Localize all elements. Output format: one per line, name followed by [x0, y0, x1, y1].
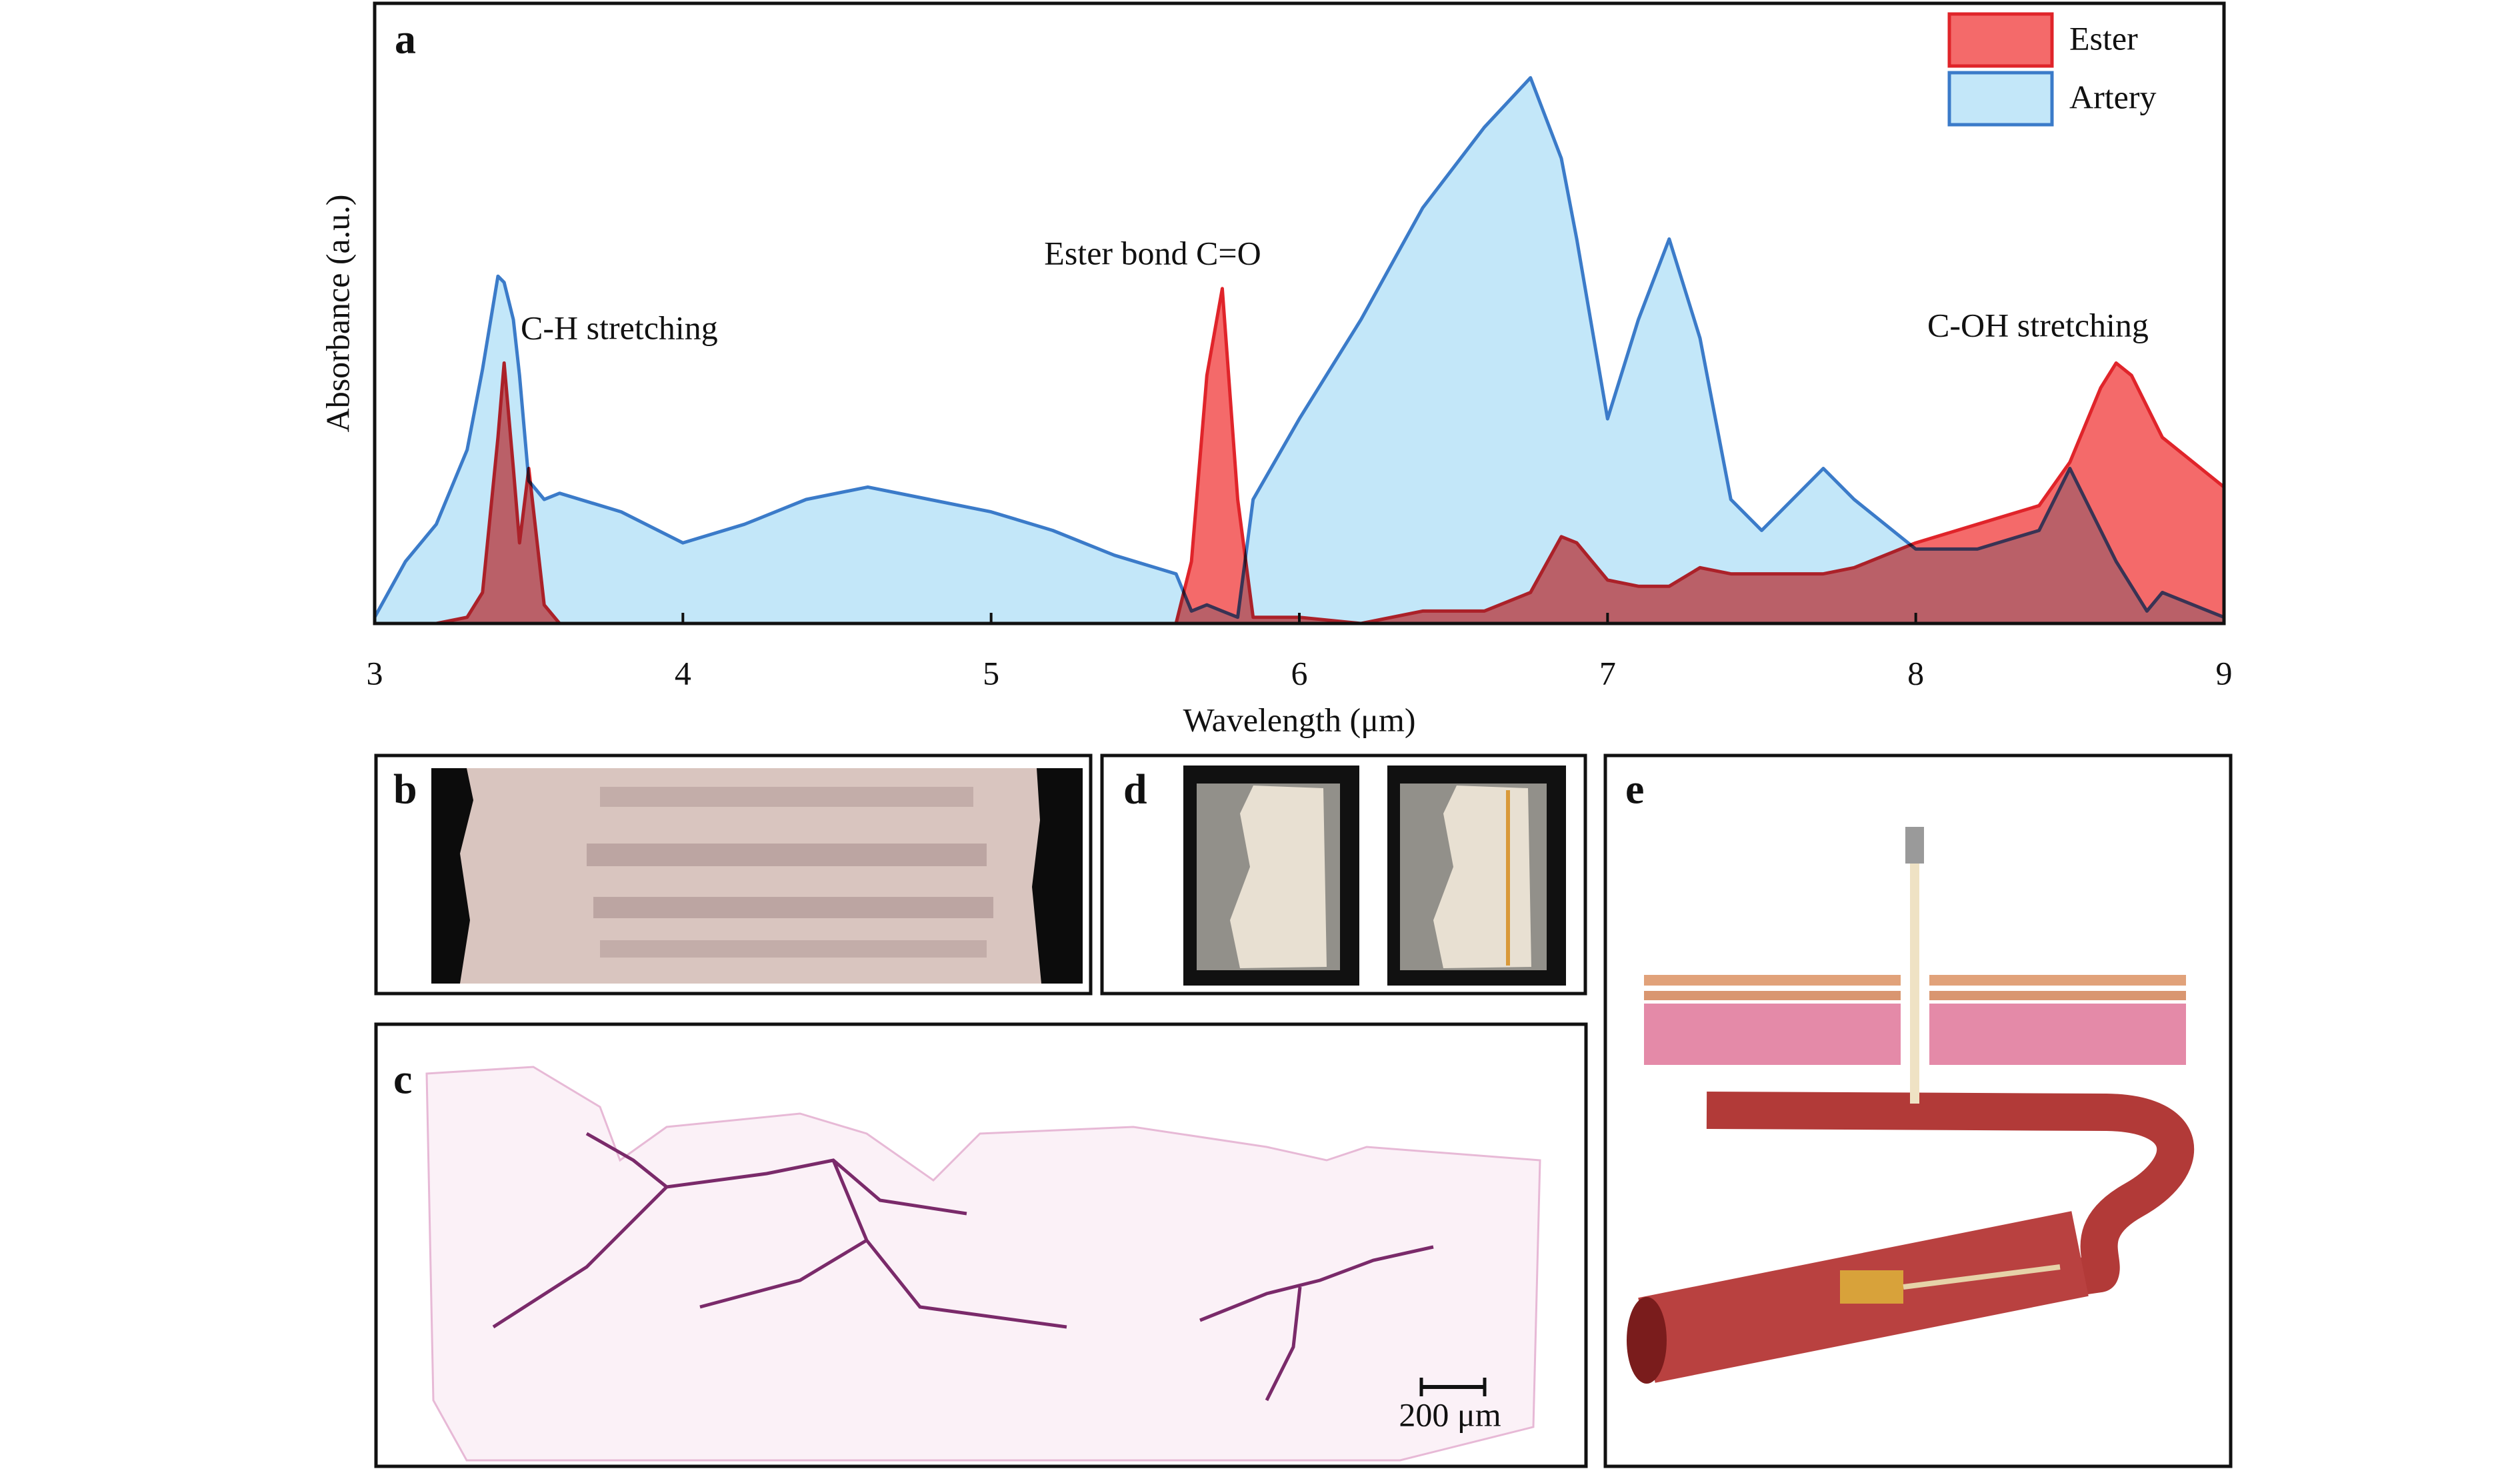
x-tick-label: 3 — [367, 654, 383, 691]
annotation: C-H stretching — [521, 309, 718, 346]
legend-label: Artery — [2069, 78, 2157, 115]
area-series — [373, 76, 2226, 625]
annotation: C-OH stretching — [1927, 306, 2149, 343]
band — [587, 844, 987, 866]
tissue — [460, 768, 1041, 984]
legend-label: Ester — [2069, 19, 2138, 57]
x-tick-label: 7 — [1599, 654, 1616, 691]
panel-d: d — [1100, 754, 1587, 996]
skin-layer — [1644, 991, 1901, 1000]
connector — [1905, 827, 1924, 864]
band — [600, 940, 987, 958]
x-axis-label: Wavelength (μm) — [1183, 701, 1415, 738]
tissue — [1230, 786, 1327, 968]
x-tick-label: 4 — [675, 654, 691, 691]
panel-c: 200 μm c — [374, 1022, 1588, 1468]
annotation: Ester bond C=O — [1044, 234, 1261, 271]
panel-b: b — [374, 754, 1093, 996]
panel-frame — [1100, 754, 1587, 996]
band — [600, 787, 973, 807]
legend-swatch — [1947, 12, 2054, 68]
fiber — [1903, 1264, 2061, 1290]
legend-swatch — [1947, 71, 2054, 127]
histology-vessels — [492, 1132, 1434, 1402]
panel-frame — [374, 754, 1093, 996]
x-tick-label: 8 — [1907, 654, 1924, 691]
vessel — [1643, 1092, 2195, 1359]
panel-label: d — [1123, 766, 1147, 813]
y-axis-label: Absorbance (a.u.) — [319, 195, 356, 433]
device — [1840, 1270, 1903, 1304]
skin-layer — [1644, 975, 1901, 986]
muscle-layer — [1929, 1004, 2186, 1065]
panel-frame — [374, 1022, 1588, 1468]
x-tick-label: 6 — [1291, 654, 1308, 691]
scale-bar-label: 200 μm — [1399, 1396, 1501, 1433]
vessel-opening — [1627, 1297, 1667, 1384]
x-tick-label: 9 — [2216, 654, 2233, 691]
panel-label: c — [393, 1056, 412, 1103]
panel-label: b — [393, 766, 417, 813]
panel-frame — [1603, 754, 2233, 1468]
panel-label: a — [395, 15, 416, 63]
band — [593, 897, 993, 918]
histology-tissue — [425, 1066, 1541, 1462]
skin-layer — [1929, 991, 2186, 1000]
x-tick-label: 5 — [983, 654, 999, 691]
panel-e: e — [1603, 754, 2233, 1468]
skin-layer — [1929, 975, 2186, 986]
muscle-layer — [1644, 1004, 1901, 1065]
panel-label: e — [1625, 766, 1644, 813]
